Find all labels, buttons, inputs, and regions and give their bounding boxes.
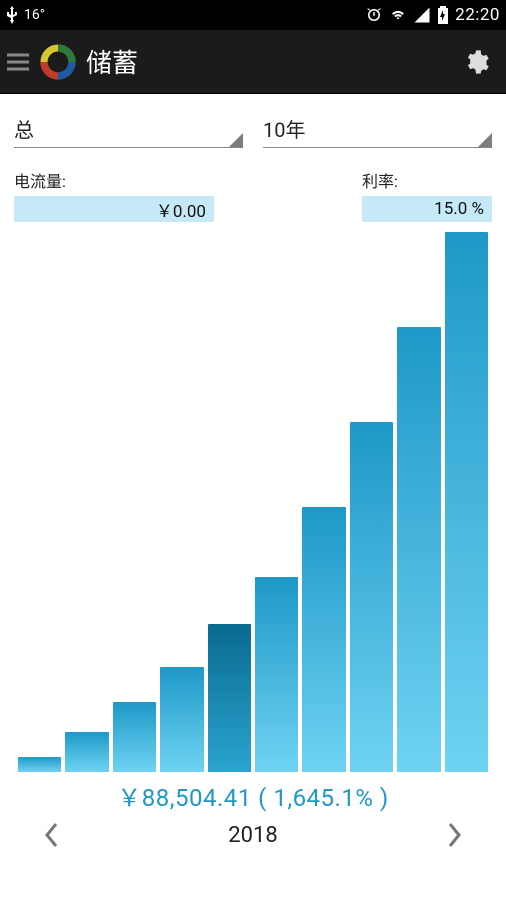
chart-summary: ￥88,504.41 ( 1,645.1% ) (14, 778, 492, 813)
usb-icon (6, 6, 18, 24)
selectors-row: 总 10年 (14, 112, 492, 148)
signal-icon (413, 6, 431, 24)
app-title: 储蓄 (86, 43, 138, 80)
field-current-label: 电流量: (14, 168, 214, 192)
status-clock: 22:20 (455, 5, 500, 25)
fields-row: 电流量: ￥0.00 利率: 15.0 % (14, 168, 492, 222)
status-right: 22:20 (365, 5, 500, 25)
app-logo-icon (36, 40, 80, 84)
chart-bar[interactable] (397, 327, 440, 772)
content-area: 总 10年 电流量: ￥0.00 利率: 15.0 % ￥88,504.41 (… (0, 94, 506, 849)
chart-bar[interactable] (255, 577, 298, 772)
app-bar: 储蓄 (0, 30, 506, 94)
field-current: 电流量: ￥0.00 (14, 168, 214, 222)
status-temperature: 16° (24, 7, 45, 23)
status-bar: 16° 22:20 (0, 0, 506, 30)
selector-period-label: 10年 (263, 114, 305, 143)
selector-period[interactable]: 10年 (263, 112, 492, 148)
field-rate-label: 利率: (362, 168, 492, 192)
chart-bar[interactable] (113, 702, 156, 772)
alarm-icon (365, 6, 383, 24)
chart-bar[interactable] (350, 422, 393, 772)
wifi-icon (389, 6, 407, 24)
selector-total[interactable]: 总 (14, 112, 243, 148)
menu-button[interactable] (2, 53, 34, 71)
field-current-value[interactable]: ￥0.00 (14, 196, 214, 222)
next-year-button[interactable] (440, 821, 468, 849)
year-value: 2018 (228, 823, 277, 848)
chart-bar[interactable] (445, 232, 488, 772)
field-rate-value[interactable]: 15.0 % (362, 196, 492, 222)
chart-bar[interactable] (208, 624, 251, 772)
year-navigator: 2018 (14, 813, 492, 849)
settings-button[interactable] (456, 42, 496, 82)
status-left: 16° (6, 6, 45, 24)
chart-bar[interactable] (302, 507, 345, 772)
chart-bar[interactable] (160, 667, 203, 772)
prev-year-button[interactable] (38, 821, 66, 849)
field-rate: 利率: 15.0 % (362, 168, 492, 222)
savings-chart (14, 232, 492, 772)
chart-bar[interactable] (18, 757, 61, 772)
selector-total-label: 总 (14, 114, 34, 143)
battery-charging-icon (437, 6, 449, 24)
chart-bar[interactable] (65, 732, 108, 772)
